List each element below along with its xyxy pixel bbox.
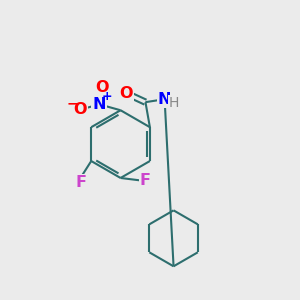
Text: F: F: [140, 173, 151, 188]
Text: O: O: [74, 102, 87, 117]
Text: N: N: [158, 92, 171, 107]
Text: H: H: [168, 96, 178, 110]
Text: O: O: [95, 80, 109, 95]
Text: O: O: [120, 86, 133, 101]
Text: −: −: [66, 96, 78, 110]
Text: +: +: [101, 91, 112, 103]
Text: F: F: [75, 175, 86, 190]
Text: N: N: [93, 97, 106, 112]
